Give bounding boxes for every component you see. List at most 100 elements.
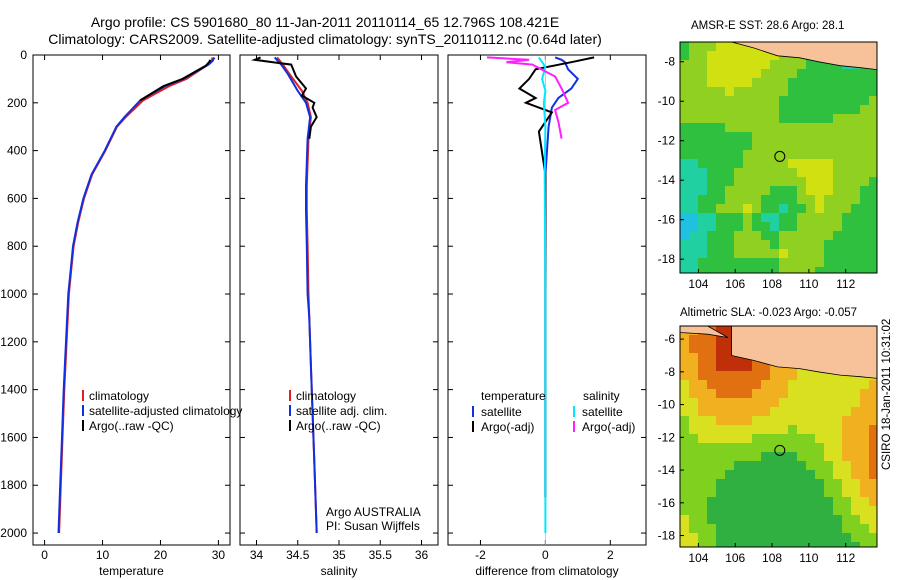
map-cell	[752, 222, 761, 231]
map-cell	[851, 258, 860, 267]
map-cell	[716, 204, 725, 213]
map-cell	[743, 434, 752, 443]
map-cell	[797, 240, 806, 249]
map-cell	[851, 497, 860, 506]
map-cell	[680, 69, 689, 78]
map-cell	[698, 78, 707, 87]
y-tick-label: -6	[664, 332, 675, 346]
map-cell	[770, 150, 779, 159]
map-cell	[761, 362, 770, 371]
y-tick-label: 0	[20, 48, 27, 62]
y-tick-label: 1600	[0, 430, 27, 444]
map-cell	[752, 186, 761, 195]
map-cell	[842, 443, 851, 452]
map-cell	[833, 488, 842, 497]
map-cell	[743, 524, 752, 533]
map-cell	[743, 470, 752, 479]
map-cell	[770, 204, 779, 213]
map-cell	[851, 542, 860, 547]
map-cell	[824, 240, 833, 249]
map-cell	[779, 240, 788, 249]
map-cell	[860, 389, 869, 398]
map-cell	[743, 258, 752, 267]
map-cell	[824, 114, 833, 123]
map-cell	[680, 222, 689, 231]
map-cell	[761, 141, 770, 150]
map-cell	[680, 168, 689, 177]
map-cell	[716, 380, 725, 389]
map-cell	[725, 150, 734, 159]
map-cell	[680, 132, 689, 141]
map-cell	[743, 542, 752, 547]
map-cell	[788, 222, 797, 231]
map-cell	[860, 213, 869, 222]
map-cell	[806, 222, 815, 231]
map-cell	[833, 416, 842, 425]
map-cell	[698, 114, 707, 123]
map-cell	[743, 195, 752, 204]
map-cell	[707, 452, 716, 461]
map-cell	[761, 533, 770, 542]
map-cell	[689, 186, 698, 195]
map-cell	[725, 542, 734, 547]
legend-label: satellite	[582, 405, 623, 419]
map-cell	[824, 186, 833, 195]
map-cell	[680, 434, 689, 443]
map-cell	[869, 132, 877, 141]
map-cell	[716, 177, 725, 186]
map-cell	[680, 78, 689, 87]
figure-title-line1: Argo profile: CS 5901680_80 11-Jan-2011 …	[90, 14, 560, 30]
map-cell	[815, 132, 824, 141]
y-tick-label: 1400	[0, 383, 27, 397]
map-cell	[860, 132, 869, 141]
map-cell	[680, 141, 689, 150]
map-cell	[725, 258, 734, 267]
map-cell	[869, 524, 877, 533]
map-cell	[860, 461, 869, 470]
map-cell	[842, 204, 851, 213]
map-cell	[698, 249, 707, 258]
x-tick-label: 112	[836, 277, 855, 291]
map-cell	[770, 51, 779, 60]
map-cell	[752, 123, 761, 132]
map-cell	[761, 515, 770, 524]
map-cell	[797, 204, 806, 213]
map-cell	[725, 42, 734, 51]
map-cell	[761, 186, 770, 195]
map-cell	[698, 344, 707, 353]
map-cell	[833, 407, 842, 416]
map-cell	[734, 398, 743, 407]
map-cell	[770, 542, 779, 547]
map-cell	[806, 380, 815, 389]
map-cell	[680, 213, 689, 222]
map-cell	[806, 159, 815, 168]
y-tick-label: -8	[664, 55, 675, 69]
map-cell	[869, 249, 877, 258]
map-cell	[869, 416, 877, 425]
map-cell	[707, 42, 716, 51]
map-cell	[806, 542, 815, 547]
map-cell	[833, 114, 842, 123]
map-cell	[761, 443, 770, 452]
map-cell	[788, 497, 797, 506]
x-tick-label: 104	[688, 277, 708, 291]
map-cell	[860, 222, 869, 231]
map-cell	[779, 434, 788, 443]
map-cell	[689, 479, 698, 488]
map-cell	[716, 123, 725, 132]
series-line-argo-raw-qc-	[139, 59, 212, 102]
map-cell	[752, 479, 761, 488]
map-cell	[860, 150, 869, 159]
map-cell	[725, 195, 734, 204]
map-cell	[806, 240, 815, 249]
map-cell	[788, 114, 797, 123]
map-cell	[725, 231, 734, 240]
map-cell	[806, 195, 815, 204]
map-cell	[824, 177, 833, 186]
map-cell	[743, 150, 752, 159]
map-cell	[797, 78, 806, 87]
map-cell	[842, 515, 851, 524]
map-cell	[725, 407, 734, 416]
map-cell	[743, 69, 752, 78]
map-cell	[761, 258, 770, 267]
